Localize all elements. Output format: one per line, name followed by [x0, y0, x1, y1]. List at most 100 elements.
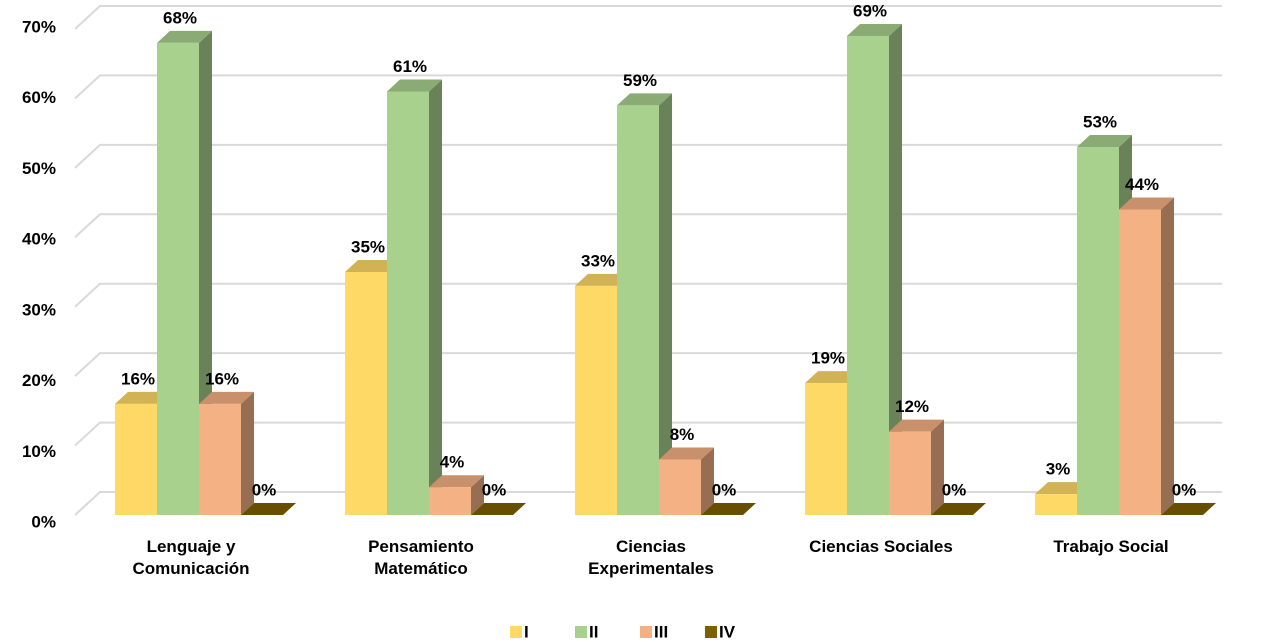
y-tick-label: 10% — [22, 442, 56, 461]
bar-top — [345, 260, 400, 272]
bar-front — [1035, 494, 1077, 515]
bar-front — [1077, 147, 1119, 515]
data-label: 0% — [252, 480, 277, 499]
y-tick-label: 50% — [22, 159, 56, 178]
legend-swatch — [575, 626, 587, 638]
bar-front — [157, 42, 199, 516]
bar-front — [889, 431, 931, 515]
data-label: 53% — [1083, 113, 1117, 132]
bar-side — [241, 391, 254, 515]
data-label: 68% — [163, 8, 197, 27]
y-tick-label: 70% — [22, 17, 56, 36]
bar-side — [471, 475, 484, 515]
bar-front — [429, 487, 471, 515]
legend-label: III — [654, 622, 668, 641]
bar-top — [701, 503, 756, 515]
bar-front — [199, 403, 241, 515]
bar-top — [471, 503, 526, 515]
bar-top — [1035, 482, 1090, 495]
bar-front — [387, 91, 429, 515]
data-label: 61% — [393, 57, 427, 76]
data-label: 12% — [895, 397, 929, 416]
x-tick-label: Trabajo Social — [1053, 537, 1169, 556]
bar-top — [241, 503, 296, 515]
bar-top — [575, 273, 630, 286]
bar — [659, 447, 714, 515]
bar-side — [931, 419, 944, 515]
x-tick-label: Ciencias Experimentales — [588, 537, 714, 578]
data-label: 4% — [440, 453, 465, 472]
bar-side — [429, 79, 442, 515]
bar-front — [1119, 209, 1161, 515]
bar-top — [429, 475, 484, 488]
bar-side — [199, 30, 212, 516]
bar — [387, 79, 442, 515]
bar-top — [659, 447, 714, 460]
legend-label: II — [589, 622, 598, 641]
bar-side — [1161, 197, 1174, 515]
data-label: 0% — [942, 480, 967, 499]
bar-top — [617, 93, 672, 106]
bar-top — [115, 391, 170, 404]
data-label: 35% — [351, 237, 385, 256]
data-label: 33% — [581, 251, 615, 270]
data-label: 0% — [712, 480, 737, 499]
data-label: 16% — [205, 369, 239, 388]
x-tick-label: Pensamiento Matemático — [368, 537, 474, 578]
data-label: 44% — [1125, 175, 1159, 194]
bar — [241, 503, 296, 515]
bar — [1119, 197, 1174, 515]
bar — [1161, 503, 1216, 515]
legend-swatch — [510, 626, 522, 638]
y-tick-label: 60% — [22, 88, 56, 107]
bar — [701, 503, 756, 515]
data-label: 69% — [853, 1, 887, 20]
data-label: 8% — [670, 425, 695, 444]
bar — [889, 419, 944, 515]
bar — [471, 503, 526, 515]
bar-side — [659, 93, 672, 515]
bar — [429, 475, 484, 515]
y-tick-label: 30% — [22, 300, 56, 319]
bar-top — [1161, 503, 1216, 515]
bar-top — [199, 391, 254, 404]
grid-line — [74, 5, 1222, 30]
y-tick-label: 40% — [22, 230, 56, 249]
legend-label: IV — [719, 622, 736, 641]
data-label: 59% — [623, 71, 657, 90]
bar — [847, 23, 902, 515]
bar-front — [617, 105, 659, 515]
legend-label: I — [524, 622, 529, 641]
data-label: 19% — [811, 349, 845, 368]
bar-front — [575, 285, 617, 515]
data-label: 0% — [482, 480, 507, 499]
legend-swatch — [640, 626, 652, 638]
data-label: 0% — [1172, 480, 1197, 499]
bar — [199, 391, 254, 515]
bar-front — [847, 35, 889, 515]
bar — [931, 503, 986, 515]
bar-side — [889, 23, 902, 515]
bar-top — [1119, 197, 1174, 210]
y-tick-label: 0% — [31, 512, 56, 531]
data-label: 16% — [121, 369, 155, 388]
bar-top — [1077, 135, 1132, 148]
x-tick-label: Lenguaje y Comunicación — [132, 537, 250, 578]
x-tick-label: Ciencias Sociales — [809, 537, 953, 556]
bar-top — [931, 503, 986, 515]
bar-front — [805, 383, 847, 515]
bar-top — [847, 23, 902, 36]
bar-front — [345, 272, 387, 515]
y-tick-label: 20% — [22, 371, 56, 390]
bar-side — [701, 447, 714, 515]
bar — [157, 30, 212, 516]
bar-top — [387, 79, 442, 92]
legend-swatch — [705, 626, 717, 638]
bar-top — [157, 30, 212, 43]
bar — [617, 93, 672, 515]
bar-top — [889, 419, 944, 432]
bar-front — [115, 403, 157, 515]
bar-top — [805, 371, 860, 384]
